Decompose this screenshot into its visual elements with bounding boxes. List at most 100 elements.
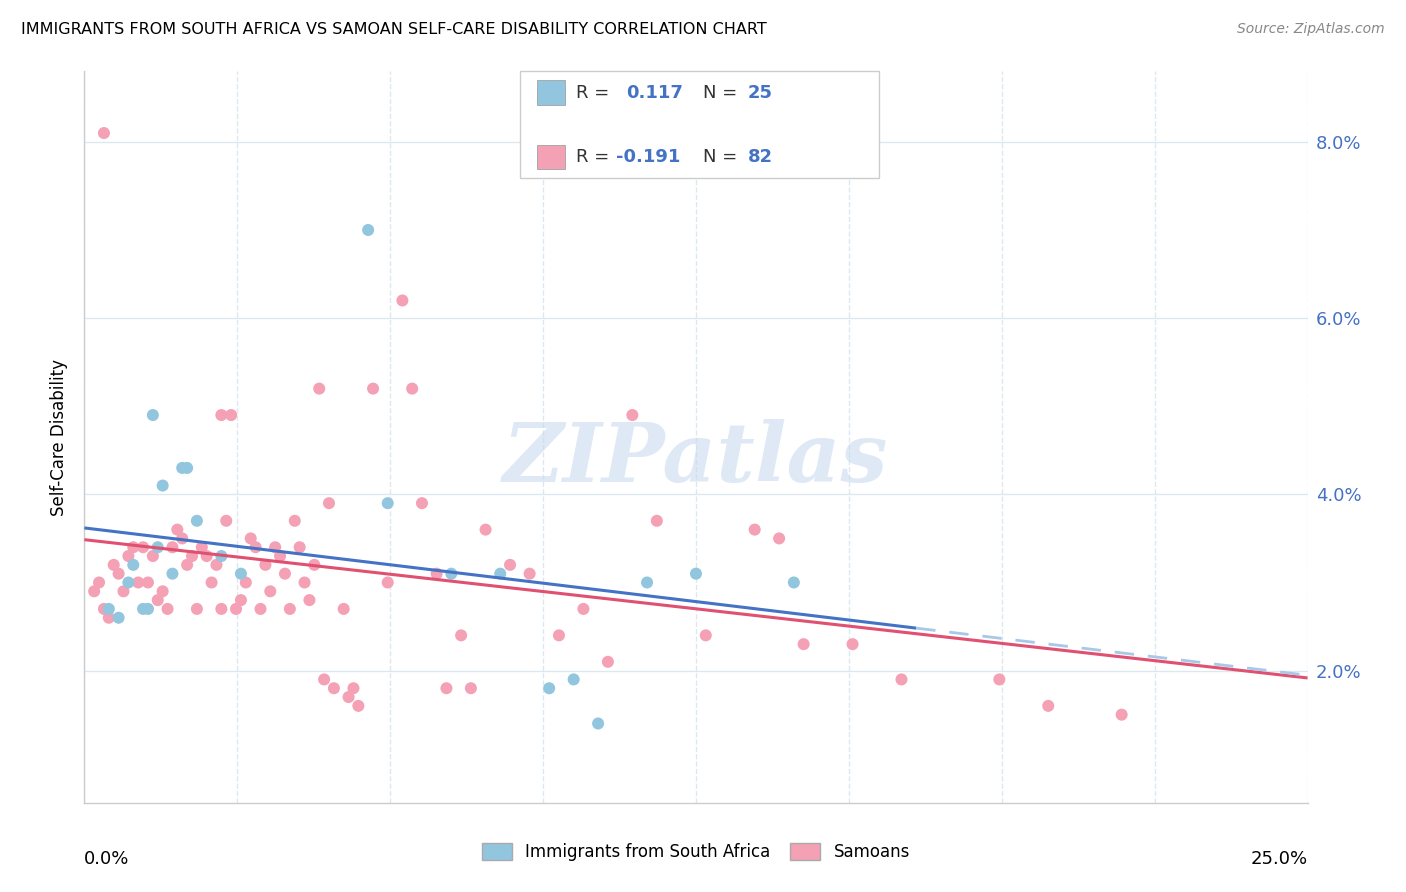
- Point: [97, 602, 120, 616]
- Point: [181, 549, 204, 563]
- Point: [93, 126, 115, 140]
- Text: 0.117: 0.117: [626, 84, 682, 102]
- Point: [841, 637, 863, 651]
- Point: [322, 681, 344, 696]
- Point: [783, 575, 806, 590]
- Point: [337, 690, 360, 704]
- Point: [361, 382, 384, 396]
- Point: [411, 496, 433, 510]
- Point: [136, 575, 159, 590]
- Point: [401, 382, 423, 396]
- Point: [426, 566, 449, 581]
- Point: [284, 514, 307, 528]
- Point: [988, 673, 1011, 687]
- Point: [596, 655, 619, 669]
- Point: [621, 408, 644, 422]
- Point: [586, 716, 609, 731]
- Point: [474, 523, 496, 537]
- Text: 25: 25: [748, 84, 773, 102]
- Point: [460, 681, 482, 696]
- Point: [294, 575, 316, 590]
- Point: [377, 575, 399, 590]
- Point: [450, 628, 472, 642]
- Text: N =: N =: [703, 84, 737, 102]
- Point: [152, 478, 174, 492]
- Point: [146, 593, 169, 607]
- Point: [83, 584, 105, 599]
- Point: [166, 523, 188, 537]
- Point: [744, 523, 766, 537]
- Point: [142, 408, 165, 422]
- Point: [186, 514, 208, 528]
- Point: [239, 532, 262, 546]
- Text: R =: R =: [576, 148, 610, 166]
- Point: [278, 602, 301, 616]
- Point: [332, 602, 354, 616]
- Point: [146, 540, 169, 554]
- Point: [245, 540, 267, 554]
- Legend: Immigrants from South Africa, Samoans: Immigrants from South Africa, Samoans: [475, 836, 917, 868]
- Point: [156, 602, 179, 616]
- Point: [112, 584, 135, 599]
- Point: [793, 637, 815, 651]
- Point: [436, 681, 458, 696]
- Point: [562, 673, 585, 687]
- Point: [152, 584, 174, 599]
- Point: [209, 602, 232, 616]
- Point: [304, 558, 326, 572]
- Point: [1038, 698, 1060, 713]
- Point: [132, 602, 155, 616]
- Point: [225, 602, 247, 616]
- Point: [117, 575, 139, 590]
- Point: [162, 566, 184, 581]
- Point: [572, 602, 595, 616]
- Point: [519, 566, 541, 581]
- Point: [695, 628, 717, 642]
- Point: [298, 593, 321, 607]
- Y-axis label: Self-Care Disability: Self-Care Disability: [49, 359, 67, 516]
- Point: [645, 514, 668, 528]
- Point: [249, 602, 271, 616]
- Point: [342, 681, 364, 696]
- Text: N =: N =: [703, 148, 737, 166]
- Point: [122, 540, 145, 554]
- Text: ZIPatlas: ZIPatlas: [503, 419, 889, 499]
- Point: [176, 461, 198, 475]
- Point: [314, 673, 336, 687]
- Text: IMMIGRANTS FROM SOUTH AFRICA VS SAMOAN SELF-CARE DISABILITY CORRELATION CHART: IMMIGRANTS FROM SOUTH AFRICA VS SAMOAN S…: [21, 22, 766, 37]
- Text: 82: 82: [748, 148, 773, 166]
- Text: 0.0%: 0.0%: [84, 850, 129, 868]
- Text: 25.0%: 25.0%: [1250, 850, 1308, 868]
- Point: [186, 602, 208, 616]
- Point: [219, 408, 242, 422]
- Point: [499, 558, 522, 572]
- Point: [259, 584, 281, 599]
- Point: [548, 628, 571, 642]
- Point: [132, 540, 155, 554]
- Point: [93, 602, 115, 616]
- Point: [127, 575, 149, 590]
- Point: [107, 566, 129, 581]
- Point: [162, 540, 184, 554]
- Point: [636, 575, 658, 590]
- Point: [440, 566, 463, 581]
- Point: [288, 540, 311, 554]
- Text: -0.191: -0.191: [616, 148, 681, 166]
- Point: [685, 566, 707, 581]
- Point: [103, 558, 125, 572]
- Point: [1111, 707, 1133, 722]
- Point: [229, 566, 252, 581]
- Point: [538, 681, 561, 696]
- Point: [117, 549, 139, 563]
- Point: [229, 593, 252, 607]
- Point: [391, 293, 413, 308]
- Point: [274, 566, 297, 581]
- Point: [172, 461, 194, 475]
- Point: [357, 223, 380, 237]
- Point: [176, 558, 198, 572]
- Point: [215, 514, 238, 528]
- Point: [142, 549, 165, 563]
- Point: [122, 558, 145, 572]
- Point: [107, 611, 129, 625]
- Point: [209, 408, 232, 422]
